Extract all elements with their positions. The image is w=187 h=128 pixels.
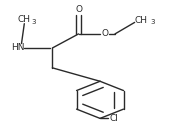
Text: O: O	[75, 5, 82, 14]
Text: 3: 3	[151, 19, 155, 25]
Text: O: O	[101, 29, 108, 38]
Text: CH: CH	[18, 15, 31, 24]
Text: CH: CH	[134, 16, 147, 25]
Text: 3: 3	[31, 19, 36, 25]
Text: Cl: Cl	[109, 114, 118, 123]
Text: HN: HN	[11, 44, 24, 52]
